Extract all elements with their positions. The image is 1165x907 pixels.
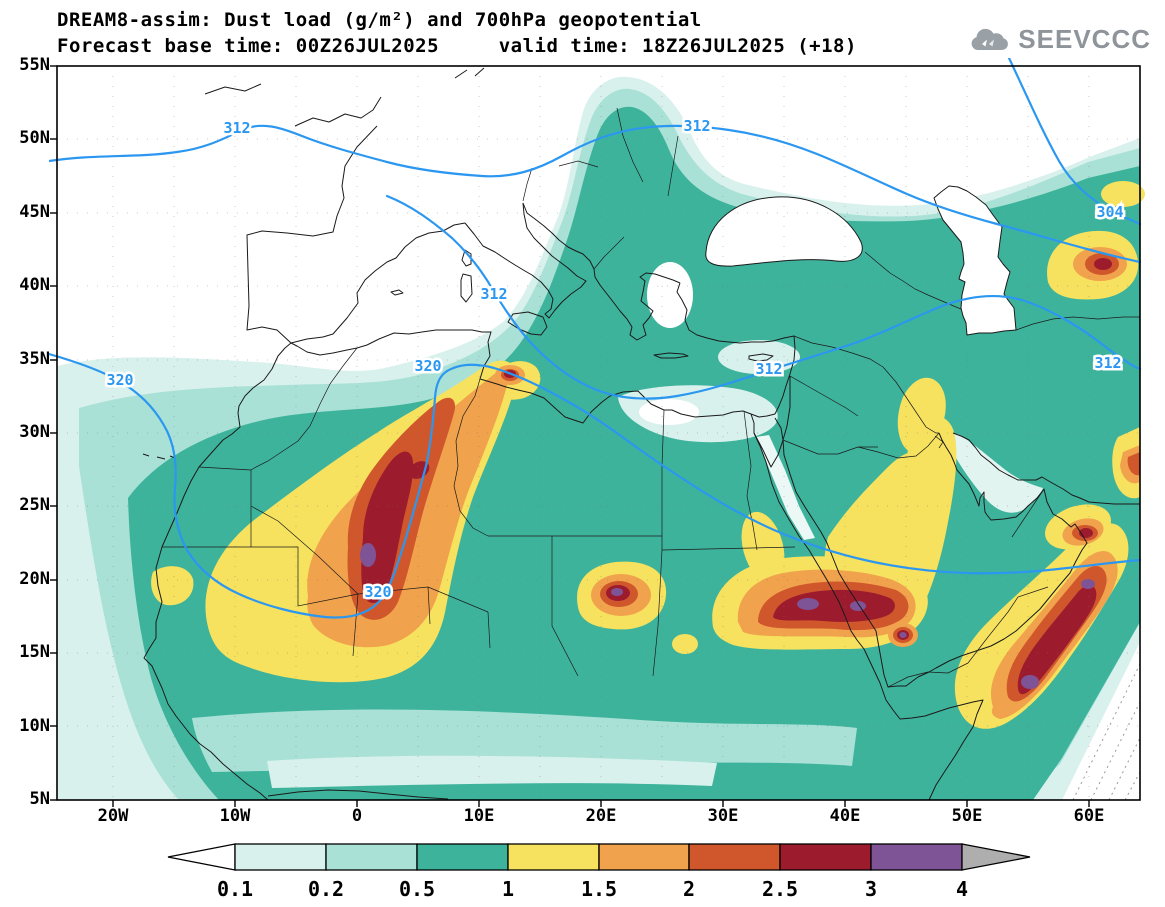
seevccc-logo: SEEVCCC (967, 24, 1151, 55)
geopotential-label: 304 (1096, 203, 1123, 221)
lat-axis-label: 55N (19, 55, 50, 75)
geopotential-label: 312 (683, 117, 710, 135)
colorbar-segment (779, 843, 872, 871)
sahel-light-bands (192, 709, 857, 788)
cloud-icon (971, 28, 1009, 50)
colorbar-segment (688, 843, 781, 871)
colorbar-segment (416, 843, 509, 871)
lat-axis-label: 20N (19, 569, 50, 589)
map: 312 312 304 312 312 312 320 320 320 (49, 58, 1145, 807)
colorbar-segment (870, 843, 963, 871)
colorbar-below-arrow (167, 843, 236, 871)
country-borders-layer (162, 107, 1140, 688)
colorbar-label: 0.1 (217, 877, 253, 901)
colorbar-above-arrow (961, 843, 1031, 871)
graticule (57, 66, 1140, 800)
colorbar-label: 3 (865, 877, 877, 901)
lon-axis-label: 50E (951, 806, 983, 826)
colorbar-label: 1 (502, 877, 514, 901)
hatched-corner-region (1062, 642, 1141, 801)
lon-axis-label: 40E (829, 806, 861, 826)
geopotential-label: 320 (414, 357, 441, 375)
lon-axis-label: 20W (97, 806, 129, 826)
lon-axis-label: 60E (1073, 806, 1105, 826)
colorbar-label: 2 (683, 877, 695, 901)
lat-axis-label: 45N (19, 202, 50, 222)
lat-axis-label: 50N (19, 128, 50, 148)
lon-axis-label: 30E (707, 806, 739, 826)
colorbar-segment (507, 843, 600, 871)
title-line-1: DREAM8-assim: Dust load (g/m²) and 700hP… (57, 9, 702, 31)
lat-axis-label: 30N (19, 422, 50, 442)
colorbar-label: 4 (956, 877, 968, 901)
logo-text: SEEVCCC (1018, 24, 1151, 54)
geopotential-label: 312 (480, 285, 507, 303)
geopotential-label: 312 (755, 360, 782, 378)
colorbar-label: 0.2 (308, 877, 344, 901)
lat-axis-label: 15N (19, 642, 50, 662)
lat-axis-label: 5N (29, 789, 50, 809)
lon-axis-label: 20E (585, 806, 617, 826)
title-line-2: Forecast base time: 00Z26JUL2025 valid t… (57, 35, 857, 57)
colorbar-segment (598, 843, 690, 871)
colorbar-label: 2.5 (762, 877, 798, 901)
colorbar-label: 0.5 (399, 877, 435, 901)
lat-axis-label: 35N (19, 349, 50, 369)
plot-titles: DREAM8-assim: Dust load (g/m²) and 700hP… (57, 7, 857, 59)
geopotential-contours (49, 58, 1142, 619)
geopotential-label: 320 (106, 371, 133, 389)
colorbar-label: 1.5 (581, 877, 617, 901)
lon-axis-label: 10E (463, 806, 495, 826)
geopotential-contour-labels: 312 312 304 312 312 312 320 320 320 (104, 115, 1126, 604)
dust-layer-3 (360, 543, 1095, 689)
lat-axis-label: 10N (19, 716, 50, 736)
geopotential-label: 312 (223, 119, 250, 137)
colorbar-segment (234, 843, 327, 871)
lat-axis-label: 25N (19, 495, 50, 515)
lon-axis-label: 10W (219, 806, 251, 826)
geopotential-label: 312 (1094, 354, 1121, 372)
map-frame (50, 65, 1141, 807)
lat-axis-label: 40N (19, 275, 50, 295)
colorbar-segment (325, 843, 418, 871)
colorbar: 0.1 0.2 0.5 1 1.5 2 2.5 3 4 (167, 843, 1031, 901)
geopotential-label: 320 (364, 583, 391, 601)
sea-clear-patches (345, 196, 1043, 540)
lon-axis-label: 0 (351, 806, 363, 826)
